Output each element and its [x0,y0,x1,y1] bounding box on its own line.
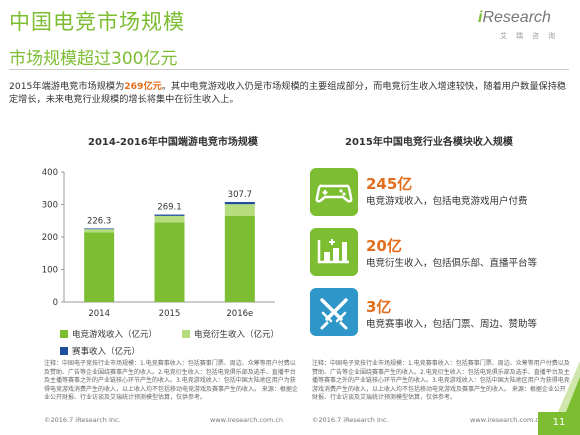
module-value-event: 3亿 [366,298,392,316]
stacked-bar-chart: 0 100 200 300 400 226.3 2014 269.1 2015 307.7 2016… [42,168,275,319]
bar-segment-2015-s1 [154,215,185,223]
x-tick-label: 2015 [159,309,181,319]
title-divider [9,69,569,70]
gamepad-icon [310,168,358,216]
footer-url-left: www.iresearch.com.cn [210,416,284,424]
module-desc-event: 电竞赛事收入，包括门票、周边、赞助等 [366,319,538,330]
legend-swatch-derivative [182,330,190,338]
iresearch-logo: iResearch 艾瑞咨询 [478,9,572,43]
legend-swatch-game [60,330,68,338]
bar-total-label: 226.3 [87,216,111,226]
legend-item-event: 赛事收入（亿元） [60,345,140,357]
bar-segment-2014-s2 [84,228,115,230]
x-tick-label: 2016e [226,309,253,319]
corner-decoration [558,361,580,412]
x-tick-label: 2014 [88,309,110,319]
note-left: 注释：中国电子竞技行业市场规模：1.电竞赛事收入：包括赛事门票、周边、众筹等用户… [44,360,298,402]
page-subtitle: 市场规模超过300亿元 [9,49,178,69]
note-right: 注释：中国电子竞技行业市场规模：1.电竞赛事收入：包括赛事门票、周边、众筹等用户… [312,360,570,402]
bar-segment-2016e-s1 [224,204,255,216]
bar-segment-2015-s2 [154,214,185,216]
bar-segment-2016e-s2 [224,201,255,205]
bar-segment-2014-s0 [84,232,115,302]
left-panel-title: 2014-2016年中国端游电竞市场规模 [88,137,258,148]
footer-copyright-left: ©2016.7 iResearch Inc. [44,416,121,424]
y-tick-label: 0 [53,298,58,308]
bar-total-label: 269.1 [157,203,181,213]
page-title: 中国电竞市场规模 [9,10,185,34]
logo-wordmark: iResearch [478,9,551,26]
bar-total-label: 307.7 [228,190,252,200]
page-number-badge: 11 [538,412,580,435]
module-value-game: 245亿 [366,175,413,193]
right-panel-title: 2015年中国电竞行业各模块收入规模 [345,137,513,148]
y-tick-label: 300 [42,201,58,211]
module-desc-game: 电竞游戏收入，包括电竞游戏用户付费 [366,196,528,207]
y-tick-label: 100 [42,266,58,276]
y-tick-label: 200 [42,233,58,243]
module-value-derivative: 20亿 [366,237,402,255]
swords-icon [310,288,358,336]
footer-copyright-right: ©2016.7 iResearch Inc. [312,416,389,424]
legend-item-derivative: 电竞衍生收入（亿元） [182,328,279,340]
bar-segment-2014-s1 [84,229,115,233]
intro-highlight: 269亿元 [124,81,162,92]
bar-segment-2016e-s0 [224,215,255,302]
legend-item-game: 电竞游戏收入（亿元） [60,328,157,340]
legend-swatch-event [60,347,68,355]
footer-url-right: www.iresearch.com.cn [470,416,544,424]
derivative-icon [310,228,358,276]
logo-subtitle: 艾瑞咨询 [500,32,564,40]
module-desc-derivative: 电竞衍生收入，包括俱乐部、直播平台等 [366,258,538,269]
bar-segment-2015-s0 [154,222,185,302]
page-number: 11 [552,417,566,428]
intro-paragraph: 2015年端游电竞市场规模为269亿元。其中电竞游戏收入仍是市场规模的主要组成部… [9,81,567,105]
y-tick-label: 400 [42,168,58,178]
